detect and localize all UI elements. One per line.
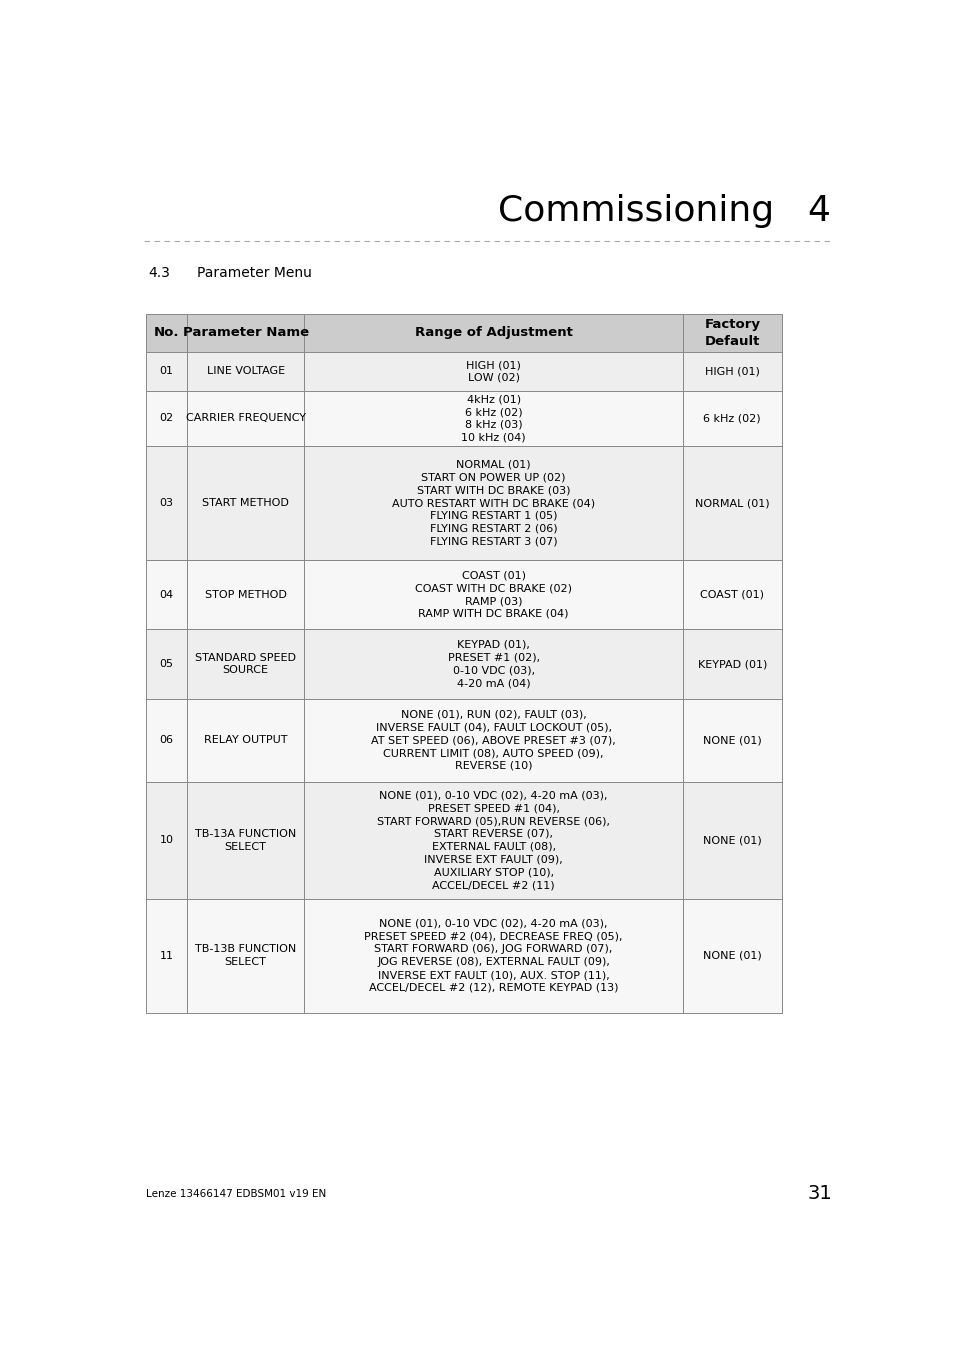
Text: Parameter Name: Parameter Name [182,327,309,339]
Bar [187,560,304,630]
Text: Range of Adjustment: Range of Adjustment [415,327,572,339]
Text: HIGH (01): HIGH (01) [704,367,759,376]
Text: 4: 4 [807,195,830,228]
Text: COAST (01)
COAST WITH DC BRAKE (02)
RAMP (03)
RAMP WITH DC BRAKE (04): COAST (01) COAST WITH DC BRAKE (02) RAMP… [415,571,572,619]
Text: NONE (01), 0-10 VDC (02), 4-20 mA (03),
PRESET SPEED #2 (04), DECREASE FREQ (05): NONE (01), 0-10 VDC (02), 4-20 mA (03), … [364,919,622,992]
Text: LINE VOLTAGE: LINE VOLTAGE [206,367,284,376]
Text: KEYPAD (01),
PRESET #1 (02),
0-10 VDC (03),
4-20 mA (04): KEYPAD (01), PRESET #1 (02), 0-10 VDC (0… [447,639,539,688]
Text: No.: No. [153,327,179,339]
Bar [682,699,781,782]
Text: 03: 03 [159,497,173,508]
Bar [146,352,187,391]
Text: Factory
Default: Factory Default [703,318,760,348]
Bar [187,699,304,782]
Bar [187,630,304,699]
Bar [304,352,682,391]
Text: NONE (01), RUN (02), FAULT (03),
INVERSE FAULT (04), FAULT LOCKOUT (05),
AT SET : NONE (01), RUN (02), FAULT (03), INVERSE… [371,710,616,771]
Bar [146,699,187,782]
Text: 02: 02 [159,413,173,424]
Bar [682,391,781,446]
Bar [187,782,304,900]
Text: START METHOD: START METHOD [202,497,289,508]
Bar [682,782,781,900]
Text: NORMAL (01): NORMAL (01) [694,497,769,508]
Text: 4kHz (01)
6 kHz (02)
8 kHz (03)
10 kHz (04): 4kHz (01) 6 kHz (02) 8 kHz (03) 10 kHz (… [461,394,525,443]
Bar [304,313,682,352]
Bar [187,352,304,391]
Bar [304,782,682,900]
Text: Lenze 13466147 EDBSM01 v19 EN: Lenze 13466147 EDBSM01 v19 EN [146,1189,326,1199]
Bar [304,630,682,699]
Text: TB-13A FUNCTION
SELECT: TB-13A FUNCTION SELECT [194,829,295,852]
Bar [187,900,304,1013]
Bar [682,313,781,352]
Bar [146,900,187,1013]
Bar [146,446,187,560]
Bar [146,782,187,900]
Text: 6 kHz (02): 6 kHz (02) [702,413,760,424]
Bar [187,446,304,560]
Bar [304,446,682,560]
Text: STANDARD SPEED
SOURCE: STANDARD SPEED SOURCE [194,653,295,676]
Text: TB-13B FUNCTION
SELECT: TB-13B FUNCTION SELECT [194,945,295,968]
Bar [146,630,187,699]
Bar [187,391,304,446]
Bar [146,391,187,446]
Text: NORMAL (01)
START ON POWER UP (02)
START WITH DC BRAKE (03)
AUTO RESTART WITH DC: NORMAL (01) START ON POWER UP (02) START… [392,459,595,547]
Bar [682,352,781,391]
Bar [146,560,187,630]
Bar [187,313,304,352]
Text: 01: 01 [159,367,173,376]
Bar [304,560,682,630]
Text: Parameter Menu: Parameter Menu [196,266,312,279]
Text: 11: 11 [159,951,173,961]
Text: HIGH (01)
LOW (02): HIGH (01) LOW (02) [466,360,520,383]
Text: RELAY OUTPUT: RELAY OUTPUT [204,735,287,746]
Text: KEYPAD (01): KEYPAD (01) [697,660,766,669]
Bar [146,313,187,352]
Text: NONE (01): NONE (01) [702,951,760,961]
Text: 31: 31 [806,1184,831,1204]
Text: COAST (01): COAST (01) [700,590,763,600]
Text: NONE (01), 0-10 VDC (02), 4-20 mA (03),
PRESET SPEED #1 (04),
START FORWARD (05): NONE (01), 0-10 VDC (02), 4-20 mA (03), … [376,791,609,890]
Text: CARRIER FREQUENCY: CARRIER FREQUENCY [186,413,305,424]
Bar [682,630,781,699]
Text: Commissioning: Commissioning [497,195,773,228]
Text: STOP METHOD: STOP METHOD [205,590,286,600]
Bar [682,900,781,1013]
Bar [682,560,781,630]
Bar [304,900,682,1013]
Text: 10: 10 [159,836,173,845]
Text: 04: 04 [159,590,173,600]
Text: 06: 06 [159,735,173,746]
Text: NONE (01): NONE (01) [702,735,760,746]
Bar [304,391,682,446]
Text: 4.3: 4.3 [149,266,171,279]
Bar [682,446,781,560]
Bar [304,699,682,782]
Text: NONE (01): NONE (01) [702,836,760,845]
Text: 05: 05 [159,660,173,669]
